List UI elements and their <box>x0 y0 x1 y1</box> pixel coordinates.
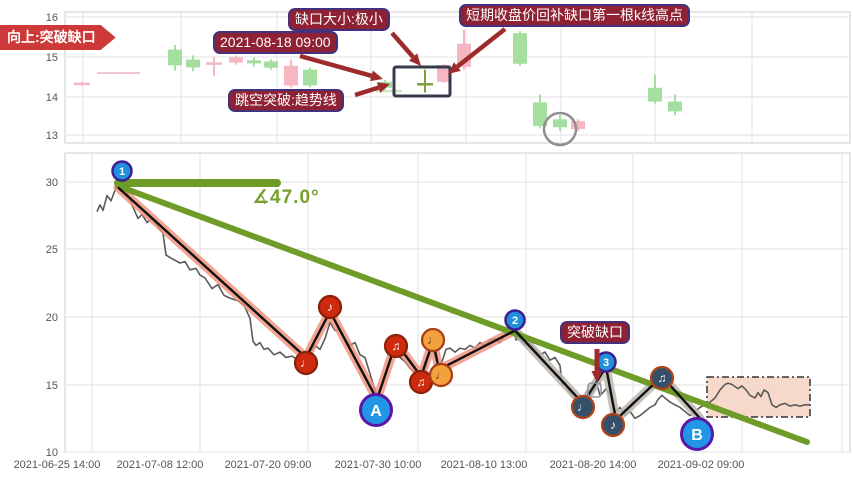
wave-number-marker: 2 <box>504 309 526 331</box>
annotation-arrow-head <box>448 62 461 74</box>
candle-body <box>513 33 527 64</box>
svg-text:3: 3 <box>603 357 609 369</box>
candle-body <box>264 61 278 68</box>
candlestick-plot-area[interactable] <box>64 11 851 144</box>
annotation-arrow <box>299 53 373 78</box>
candle-body <box>571 121 585 130</box>
note-icon: ♫ <box>658 371 667 385</box>
candle-body <box>553 119 567 128</box>
gap-highlight-box <box>392 65 452 98</box>
x-tick-label: 2021-08-20 14:00 <box>550 459 637 471</box>
y-tick-label: 15 <box>46 52 58 64</box>
x-tick-label: 2021-07-08 12:00 <box>117 459 204 471</box>
candle-body <box>247 60 261 64</box>
note-icon: ♩ <box>577 400 589 414</box>
y-tick-label: 14 <box>46 92 58 104</box>
candle-body <box>668 101 682 112</box>
note-icon: ♪ <box>327 300 333 314</box>
candle-body <box>229 57 243 63</box>
candle-body <box>437 65 451 82</box>
svg-text:2: 2 <box>512 315 518 327</box>
wave-number-marker: 1 <box>111 160 133 182</box>
candle-body <box>303 69 317 86</box>
y-tick-label: 15 <box>46 380 58 392</box>
trend-angle-label: ∡47.0° <box>252 187 320 208</box>
note-icon: ♪ <box>610 418 616 432</box>
pivot-note-marker: ♫ <box>383 333 409 359</box>
x-tick-label: 2021-07-20 09:00 <box>225 459 312 471</box>
y-tick-label: 30 <box>46 177 58 189</box>
gap-date-label: 2021-08-18 09:00 <box>213 31 338 54</box>
pivot-note-marker: ♩ <box>570 394 596 420</box>
y-tick-label: 25 <box>46 244 58 256</box>
svg-text:A: A <box>370 403 382 420</box>
annotation-arrow <box>390 31 415 59</box>
y-tick-label: 13 <box>46 130 58 142</box>
annotation-arrow <box>456 27 507 69</box>
breakout-gap-label: 突破缺口 <box>560 321 630 344</box>
candlestick-panel: 16 15 14 13 <box>46 11 851 147</box>
annotation-arrow-head <box>408 53 421 66</box>
x-tick-label: 2021-08-10 13:00 <box>441 459 528 471</box>
pivot-note-marker: ♪ <box>600 412 626 438</box>
gap-fill-note-label: 短期收盘价回补缺口第一根k线高点 <box>459 4 690 27</box>
x-tick-label: 2021-07-30 10:00 <box>335 459 422 471</box>
wave-letter-marker: A <box>359 393 393 427</box>
candle-body <box>168 49 182 66</box>
note-icon: ♩ <box>300 356 312 370</box>
x-tick-label: 2021-06-25 14:00 <box>14 459 101 471</box>
x-tick-label: 2021-09-02 09:00 <box>658 459 745 471</box>
annotation-arrow-head <box>376 82 390 93</box>
note-icon: ♩ <box>427 333 439 347</box>
annotation-arrow-head <box>591 371 603 383</box>
note-icon: ♩ <box>435 368 447 382</box>
pivot-note-marker: ♫ <box>408 369 434 395</box>
y-tick-label: 16 <box>46 12 58 24</box>
note-icon: ♫ <box>417 375 426 389</box>
candle-body <box>533 102 547 126</box>
candle-body <box>284 65 298 86</box>
gap-marker-box <box>587 382 602 398</box>
annotation-arrow <box>354 85 380 98</box>
jump-breakout-label: 跳空突破:趋势线 <box>228 89 344 112</box>
pivot-note-marker: ♩ <box>420 327 446 353</box>
highlight-circle <box>542 111 578 147</box>
wave-letter-marker: B <box>680 417 714 451</box>
pivot-note-marker: ♩ <box>293 350 319 376</box>
trend-line-down-trend <box>115 183 810 445</box>
gap-size-label: 缺口大小:极小 <box>288 8 390 31</box>
svg-text:1: 1 <box>119 166 125 178</box>
y-tick-label: 20 <box>46 312 58 324</box>
annotation-arrow-head <box>370 70 383 82</box>
wave-line <box>117 186 701 421</box>
note-icon: ♫ <box>392 339 401 353</box>
svg-text:B: B <box>691 427 703 444</box>
gap-direction-banner: 向上:突破缺口 <box>0 25 116 50</box>
y-tick-label: 10 <box>46 447 58 459</box>
candle-body <box>186 59 200 68</box>
candle-body <box>648 87 662 102</box>
pivot-note-marker: ♫ <box>649 365 675 391</box>
pivot-note-marker: ♪ <box>317 294 343 320</box>
pivot-note-marker: ♩ <box>428 362 454 388</box>
